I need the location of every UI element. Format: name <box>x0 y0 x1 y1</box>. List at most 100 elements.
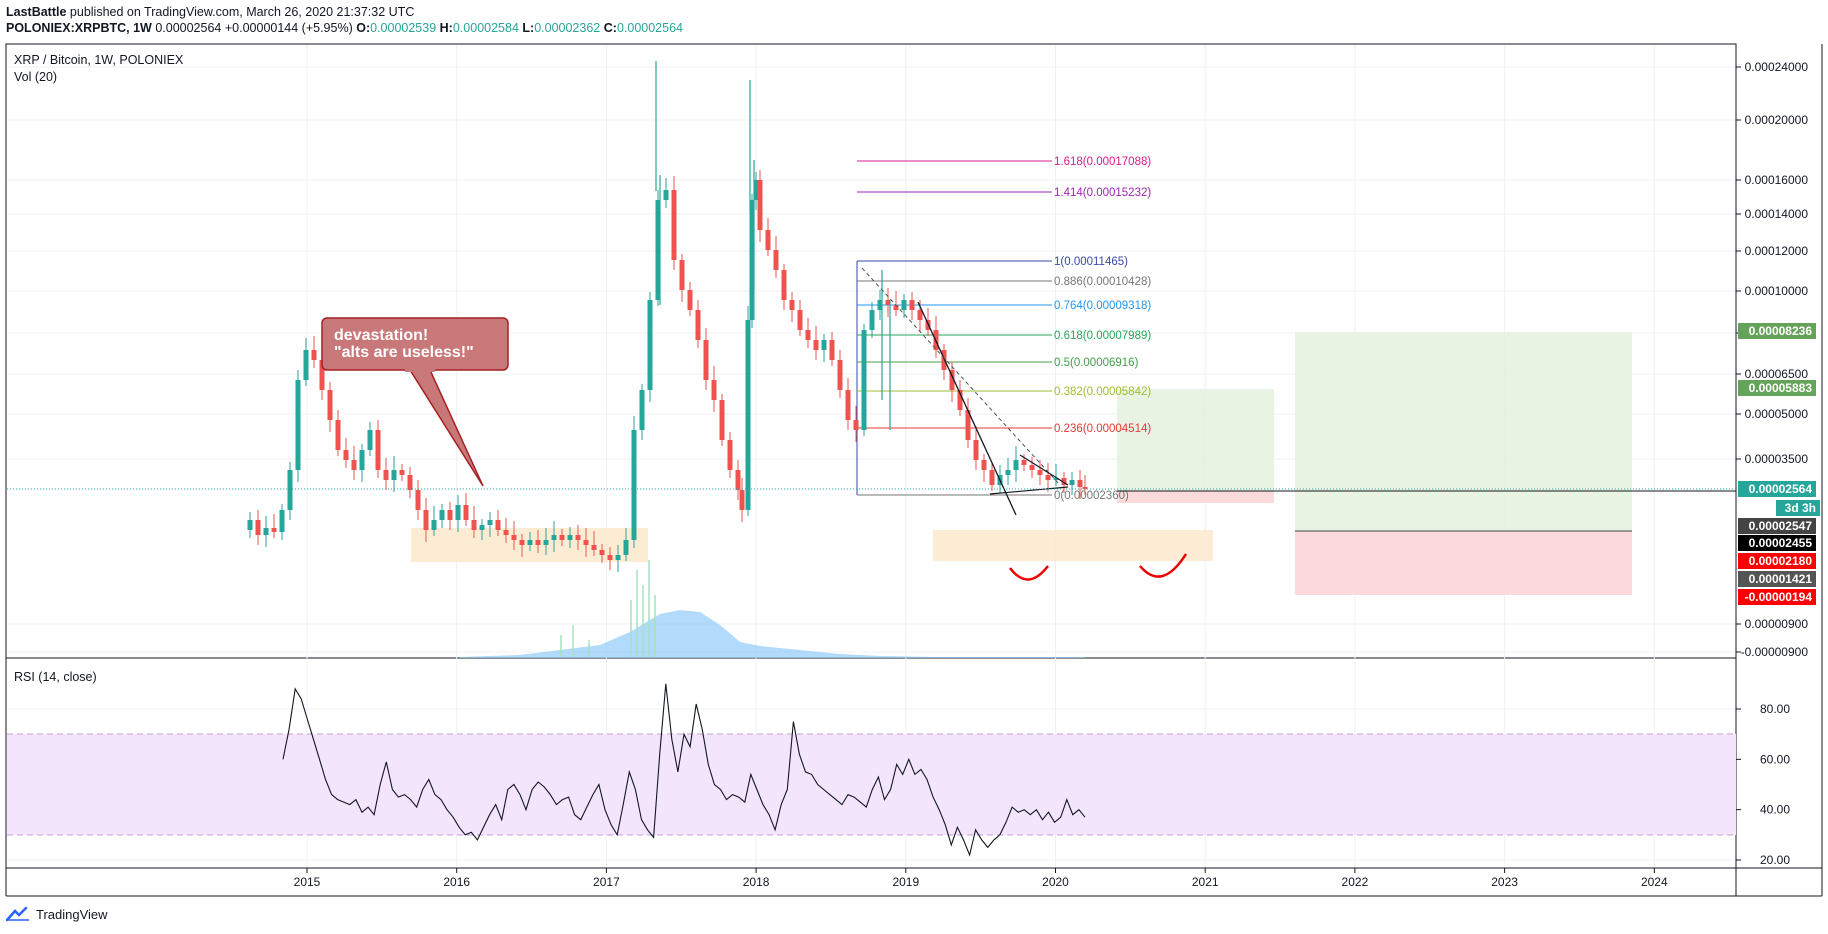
price-tag-bg <box>1738 553 1816 569</box>
candle-body <box>679 260 685 290</box>
price-tag-label: 0.00002180 <box>1749 554 1813 568</box>
candle-body <box>1082 487 1088 489</box>
candle-body <box>745 320 751 510</box>
triangle-upper <box>1019 454 1069 486</box>
price-tag-bg <box>1738 571 1816 587</box>
rsi-tick-label: 40.00 <box>1760 803 1790 817</box>
candle-body <box>1069 480 1075 485</box>
price-tick-label: 0.00003500 <box>1745 452 1809 466</box>
price-tick-label: 0.00012000 <box>1745 244 1809 258</box>
price-tick-label: 0.00016000 <box>1745 173 1809 187</box>
chart-canvas[interactable]: 1.618(0.00017088) 1.414(0.00015232) 1(0.00… <box>0 0 1828 900</box>
candle-body <box>765 230 771 250</box>
fib-retracement: 1.618(0.00017088) 1.414(0.00015232) 1(0.00… <box>857 156 1151 502</box>
price-tag-label: 0.00002455 <box>1749 536 1813 550</box>
big-position-profit-zone <box>1295 332 1632 531</box>
author-name[interactable]: LastBattle <box>6 5 67 19</box>
close-value: 0.00002564 <box>616 21 683 35</box>
candle-body <box>973 440 979 460</box>
candle-body <box>735 470 741 490</box>
price-axis: 0.00024000 0.00020000 0.00016000 0.00014000… <box>1736 60 1808 659</box>
candle-body <box>1005 470 1011 475</box>
candle-body <box>805 330 811 340</box>
footer-brand: TradingView <box>36 906 108 922</box>
candle-body <box>359 450 365 470</box>
candle-body <box>1061 478 1067 485</box>
candle-body <box>639 390 645 430</box>
rsi-tick-label: 20.00 <box>1760 853 1790 867</box>
candle-body <box>303 350 309 380</box>
big-position-loss-zone <box>1295 531 1632 595</box>
price-tick-label: 0.00014000 <box>1745 207 1809 221</box>
footer-logo[interactable]: TradingView <box>6 906 108 922</box>
candle-body <box>853 420 859 430</box>
candle-body <box>383 470 389 480</box>
candle-body <box>343 450 349 460</box>
candlestick-series <box>247 61 1088 572</box>
tradingview-logo-icon <box>6 906 29 922</box>
candle-body <box>479 525 485 530</box>
published-text: published on TradingView.com, March 26, … <box>69 5 415 19</box>
candle-body <box>591 545 597 550</box>
price-tag-bg <box>1738 518 1816 534</box>
candle-body <box>423 510 429 530</box>
candle-body <box>719 400 725 440</box>
candle-body <box>519 540 525 545</box>
candle-body <box>543 540 549 545</box>
candle-body <box>773 250 779 270</box>
candle-body <box>487 520 493 525</box>
trendline-dashed <box>861 267 1061 486</box>
candle-body <box>583 540 589 545</box>
time-tick-label: 2020 <box>1042 875 1069 889</box>
candle-body <box>1029 465 1035 470</box>
candle-body <box>439 510 445 520</box>
candle-body <box>271 528 277 532</box>
fib-level-label: 0.618(0.00007989) <box>1054 330 1151 342</box>
fib-level-label: 1.618(0.00017088) <box>1054 156 1151 168</box>
candle-body <box>711 380 717 400</box>
fib-level-label: 0.5(0.00006916) <box>1054 357 1139 369</box>
candle-body <box>687 290 693 310</box>
callout-bubble[interactable]: devastation! "alts are useless!" <box>321 317 509 487</box>
candle-body <box>535 540 541 545</box>
time-axis: 2015 2016 2017 2018 2019 2020 2021 2022 2023 2024 <box>294 868 1668 889</box>
candle-body <box>813 340 819 350</box>
rsi-indicator-title[interactable]: RSI (14, close) <box>14 670 97 684</box>
candle-body <box>753 180 759 200</box>
candle-body <box>311 350 317 360</box>
price-tick-label: 0.00020000 <box>1745 113 1809 127</box>
volume-area <box>460 610 1085 658</box>
volume-indicator-title[interactable]: Vol (20) <box>14 70 58 84</box>
candle-body <box>757 180 763 230</box>
candle-body <box>1037 470 1043 475</box>
candle-body <box>869 310 875 330</box>
candle-body <box>789 300 795 310</box>
fib-level-label: 0.236(0.00004514) <box>1054 423 1151 435</box>
candle-body <box>1045 475 1051 480</box>
open-value: 0.00002539 <box>370 21 437 35</box>
fib-level-label: 1.414(0.00015232) <box>1054 187 1151 199</box>
price-tick-label: 0.00024000 <box>1745 60 1809 74</box>
candle-body <box>1013 460 1019 470</box>
candle-body <box>703 340 709 380</box>
rsi-tick-label: 60.00 <box>1760 752 1790 766</box>
candle-body <box>671 190 677 260</box>
price-tag-label: 0.00005883 <box>1749 381 1813 395</box>
last-price: 0.00002564 <box>155 21 222 35</box>
candle-body <box>447 510 453 520</box>
accumulation-zone-2020 <box>933 530 1213 561</box>
candle-body <box>981 460 987 470</box>
time-tick-label: 2019 <box>892 875 919 889</box>
candle-body <box>949 370 955 390</box>
rsi-band <box>7 734 1736 835</box>
candle-body <box>861 330 867 430</box>
candle-body <box>471 520 477 530</box>
price-tag-label: -0.00000194 <box>1745 590 1813 604</box>
candle-body <box>829 340 835 360</box>
candle-body <box>607 555 613 560</box>
callout-line1: devastation! <box>334 327 428 344</box>
trendline-descending <box>917 301 1017 516</box>
fib-level-label: 0.382(0.00005842) <box>1054 386 1151 398</box>
candle-body <box>399 470 405 475</box>
candle-body <box>781 270 787 300</box>
